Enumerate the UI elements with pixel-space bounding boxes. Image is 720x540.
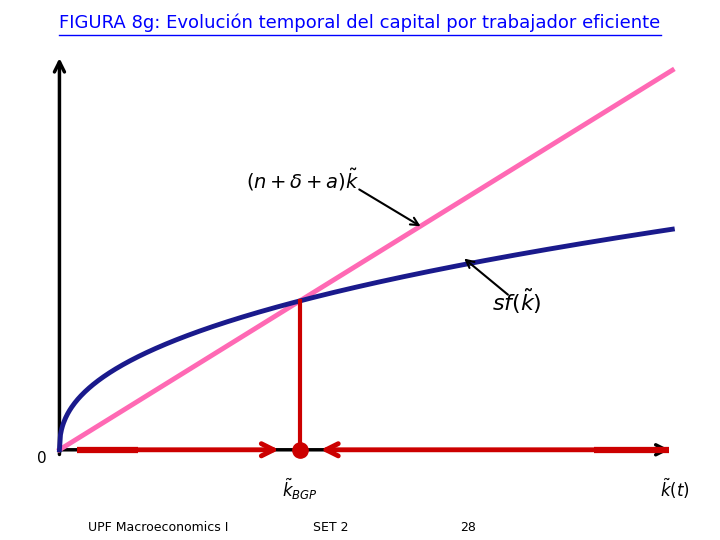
Text: $\tilde{k}(t)$: $\tilde{k}(t)$: [660, 477, 690, 501]
Text: $\tilde{k}_{BGP}$: $\tilde{k}_{BGP}$: [282, 477, 318, 502]
Text: $sf(\tilde{k})$: $sf(\tilde{k})$: [492, 287, 541, 316]
Text: 0: 0: [37, 451, 46, 466]
Text: $(n+\delta+a)\tilde{k}$: $(n+\delta+a)\tilde{k}$: [246, 166, 359, 193]
Text: FIGURA 8g: Evolución temporal del capital por trabajador eficiente: FIGURA 8g: Evolución temporal del capita…: [59, 14, 661, 32]
Text: UPF Macroeconomics I: UPF Macroeconomics I: [89, 521, 228, 534]
Text: SET 2: SET 2: [313, 521, 349, 534]
Text: 28: 28: [460, 521, 476, 534]
